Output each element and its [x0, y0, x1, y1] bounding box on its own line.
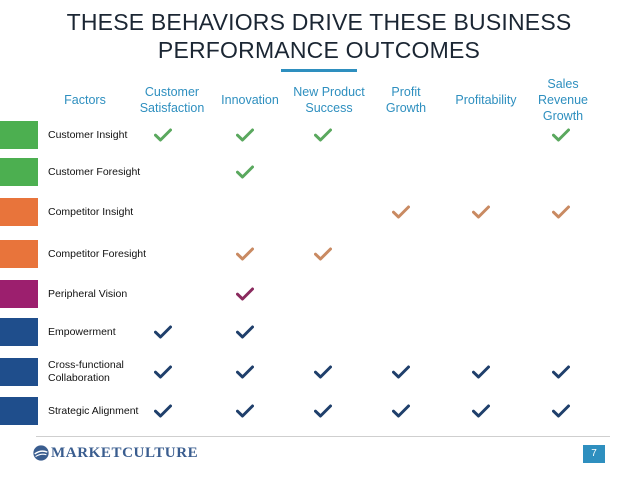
header-customer-satisfaction-line-1: Customer [144, 85, 200, 99]
row-label-text: Competitor Foresight [48, 248, 146, 261]
checkmark-icon [552, 205, 570, 219]
row-label-line-1: Competitor Foresight [48, 247, 147, 260]
header-new-product-success-line-1: New Product [293, 85, 365, 99]
checkmark-icon [236, 128, 254, 142]
header-profit-growth: Profit Growth [374, 84, 438, 116]
row-label-line-1: Customer Insight [48, 128, 128, 141]
checkmark-icon [314, 404, 332, 418]
header-new-product-success-line-2: Success [305, 101, 353, 115]
checkmark-icon [154, 404, 172, 418]
checkmark-icon [314, 365, 332, 379]
marketculture-logo: MARKETCULTURE [32, 442, 198, 464]
logo-text: MARKETCULTURE [51, 444, 199, 461]
checkmark-icon [314, 247, 332, 261]
row-label-text: Cross-functional Collaboration [48, 359, 124, 385]
row-label-line-1: Empowerment [48, 325, 116, 338]
header-customer-satisfaction: Customer Satisfaction [133, 84, 211, 116]
header-profitability-text: Profitability [455, 93, 517, 107]
slide-title: THESE BEHAVIORS DRIVE THESE BUSINESS PER… [0, 8, 638, 64]
checkmark-icon [552, 365, 570, 379]
checkmark-icon [472, 404, 490, 418]
row-label: Strategic Alignment [48, 397, 138, 425]
row-color-bar [0, 198, 38, 226]
header-factors-text: Factors [64, 93, 106, 107]
row-color-bar [0, 158, 38, 186]
row-color-bar [0, 318, 38, 346]
row-color-bar [0, 280, 38, 308]
slide-title-line-2: PERFORMANCE OUTCOMES [157, 37, 481, 63]
checkmark-icon [236, 404, 254, 418]
row-color-bar [0, 121, 38, 149]
row-label-text: Empowerment [48, 326, 116, 339]
row-label: Competitor Insight [48, 198, 133, 226]
row-label-text: Strategic Alignment [48, 405, 138, 418]
checkmark-icon [154, 365, 172, 379]
header-new-product-success: New Product Success [286, 84, 372, 116]
header-profitability: Profitability [446, 92, 526, 108]
row-label-line-1: Competitor Insight [48, 205, 134, 218]
checkmark-icon [236, 165, 254, 179]
header-innovation: Innovation [214, 92, 286, 108]
row-label: Empowerment [48, 318, 116, 346]
checkmark-icon [236, 325, 254, 339]
checkmark-icon [472, 205, 490, 219]
footer-divider [36, 436, 610, 437]
row-label-text: Competitor Insight [48, 206, 133, 219]
row-label-text: Peripheral Vision [48, 288, 127, 301]
row-color-bar [0, 397, 38, 425]
row-color-bar [0, 240, 38, 268]
checkmark-icon [314, 128, 332, 142]
row-label-line-1: Customer Foresight [48, 165, 141, 178]
checkmark-icon [392, 205, 410, 219]
row-label: Customer Foresight [48, 158, 140, 186]
checkmark-icon [472, 365, 490, 379]
checkmark-icon [552, 128, 570, 142]
checkmark-icon [392, 365, 410, 379]
row-color-bar [0, 358, 38, 386]
row-label-text: Customer Foresight [48, 166, 140, 179]
row-label: Customer Insight [48, 121, 127, 149]
row-label-text: Customer Insight [48, 129, 127, 142]
header-sales-revenue-growth-line-3: Growth [542, 109, 584, 123]
header-customer-satisfaction-line-2: Satisfaction [139, 101, 205, 115]
row-label: Competitor Foresight [48, 240, 146, 268]
checkmark-icon [236, 287, 254, 301]
page-number-badge: 7 [583, 445, 605, 463]
checkmark-icon [236, 247, 254, 261]
header-sales-revenue-growth-line-2: Revenue [537, 93, 589, 107]
slide-title-line-1: THESE BEHAVIORS DRIVE THESE BUSINESS [66, 9, 572, 35]
row-label: Cross-functional Collaboration [48, 358, 124, 386]
header-profit-growth-line-2: Growth [385, 101, 427, 115]
checkmark-icon [552, 404, 570, 418]
checkmark-icon [154, 128, 172, 142]
checkmark-icon [236, 365, 254, 379]
row-label-line-1: Cross-functional [48, 359, 124, 371]
header-innovation-text: Innovation [221, 93, 279, 107]
header-sales-revenue-growth: Sales Revenue Growth [530, 76, 596, 124]
checkmark-icon [392, 404, 410, 418]
header-factors: Factors [50, 92, 120, 108]
header-profit-growth-line-1: Profit [391, 85, 421, 99]
title-underline [281, 69, 357, 72]
row-label-line-2: Collaboration [48, 372, 110, 384]
globe-logo-icon [33, 445, 49, 461]
row-label: Peripheral Vision [48, 280, 127, 308]
row-label-line-1: Strategic Alignment [48, 404, 139, 417]
row-label-line-1: Peripheral Vision [48, 287, 128, 300]
checkmark-icon [154, 325, 172, 339]
header-sales-revenue-growth-line-1: Sales [547, 77, 579, 91]
